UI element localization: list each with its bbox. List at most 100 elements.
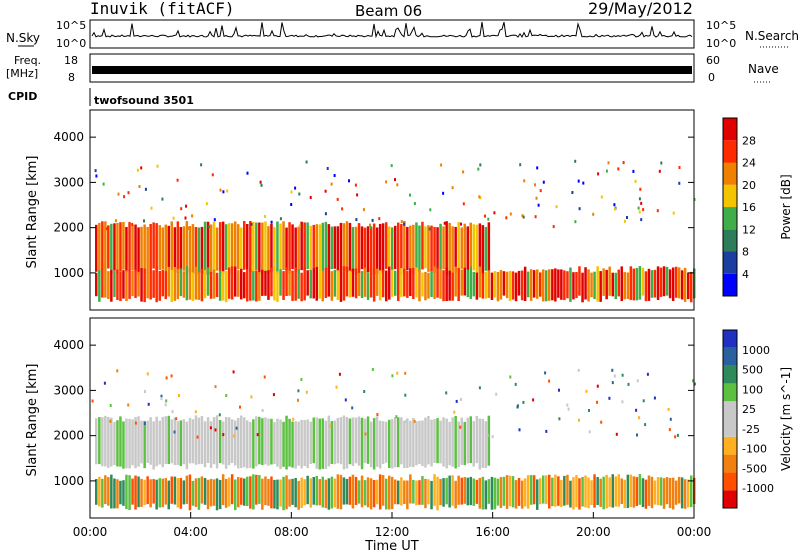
colorbar-swatch	[723, 436, 737, 455]
heatmap-cell	[415, 421, 418, 466]
heatmap-cell	[545, 270, 548, 302]
heatmap-cell	[137, 227, 140, 275]
heatmap-cell	[396, 371, 399, 375]
heatmap-cell	[378, 217, 381, 221]
time-x-axis: 00:00 04:00 08:00 12:00 16:00 20:00 00:00	[73, 512, 711, 539]
heatmap-cell	[140, 420, 143, 464]
heatmap-cell	[413, 419, 416, 423]
heatmap-cell	[246, 171, 249, 175]
heatmap-cell	[406, 226, 409, 271]
heatmap-cell	[478, 223, 482, 274]
heatmap-cell	[637, 206, 640, 210]
freq-unit-label: [MHz]	[6, 67, 38, 80]
heatmap-cell	[381, 223, 385, 272]
heatmap-cell	[640, 218, 643, 222]
heatmap-cell	[491, 435, 494, 439]
heatmap-cell	[290, 190, 293, 194]
beam-label: Beam 06	[355, 2, 422, 20]
x-tick-label: 12:00	[375, 525, 410, 539]
heatmap-cell	[125, 474, 128, 510]
heatmap-cell	[676, 433, 679, 437]
heatmap-cell	[611, 272, 614, 297]
heatmap-cell	[264, 270, 267, 296]
heatmap-cell	[270, 267, 273, 297]
heatmap-cell	[454, 480, 457, 509]
power-colorbar-frame	[722, 117, 738, 297]
heatmap-cell	[170, 419, 173, 464]
heatmap-cell	[656, 477, 660, 506]
heatmap-cell	[149, 479, 152, 508]
heatmap-cell	[647, 268, 651, 301]
colorbar-tick-label: -25	[742, 423, 760, 436]
x-tick-label: 16:00	[475, 525, 510, 539]
heatmap-cell	[632, 476, 636, 508]
heatmap-cell	[113, 223, 116, 271]
heatmap-cell	[640, 201, 643, 205]
heatmap-cell	[215, 415, 219, 469]
heatmap-cell	[677, 476, 681, 504]
heatmap-cell	[324, 221, 328, 270]
heatmap-cell	[454, 266, 457, 297]
heatmap-cell	[521, 214, 524, 218]
heatmap-cell	[261, 409, 264, 412]
heatmap-cell	[170, 476, 173, 504]
heatmap-cell	[146, 272, 149, 299]
heatmap-cell	[536, 479, 539, 510]
heatmap-cell	[590, 480, 593, 505]
heatmap-cell	[596, 384, 599, 388]
heatmap-cell	[106, 227, 109, 231]
heatmap-cell	[330, 271, 334, 301]
heatmap-cell	[98, 476, 101, 507]
heatmap-cell	[110, 270, 113, 302]
heatmap-cell	[646, 372, 649, 376]
heatmap-cell	[191, 272, 195, 301]
heatmap-cell	[511, 476, 515, 508]
heatmap-cell	[369, 421, 373, 468]
heatmap-cell	[667, 407, 670, 411]
heatmap-cell	[526, 475, 530, 509]
nave-tick-high: 60	[706, 54, 720, 67]
heatmap-cell	[542, 269, 545, 302]
heatmap-cell	[336, 417, 340, 464]
heatmap-cell	[397, 222, 400, 273]
heatmap-cell	[366, 226, 370, 273]
heatmap-cell	[209, 421, 213, 468]
heatmap-cell	[140, 166, 143, 170]
heatmap-cell	[297, 398, 299, 402]
heatmap-cell	[196, 435, 199, 439]
heatmap-cell	[270, 220, 273, 224]
heatmap-cell	[493, 271, 497, 298]
heatmap-cell	[137, 476, 140, 508]
velocity-ylabel: Slant Range [km]	[25, 364, 40, 477]
heatmap-cell	[520, 480, 524, 509]
heatmap-cell	[222, 190, 225, 194]
heatmap-cell	[344, 398, 347, 402]
heatmap-cell	[164, 478, 167, 505]
heatmap-cell	[327, 266, 331, 297]
heatmap-cell	[615, 432, 618, 436]
heatmap-cell	[369, 226, 372, 229]
heatmap-cell	[577, 368, 580, 372]
heatmap-cell	[270, 476, 273, 509]
heatmap-cell	[222, 433, 225, 437]
heatmap-cell	[173, 430, 176, 434]
heatmap-cell	[103, 381, 106, 385]
heatmap-cell	[496, 272, 500, 302]
heatmap-cell	[140, 268, 143, 302]
heatmap-cell	[200, 163, 203, 167]
heatmap-cell	[690, 475, 693, 508]
heatmap-cell	[131, 478, 134, 505]
freq-strip-frame	[89, 53, 695, 83]
heatmap-cell	[397, 417, 400, 468]
heatmap-cell	[415, 222, 418, 271]
heatmap-cell	[457, 267, 460, 301]
heatmap-cell	[285, 415, 288, 470]
heatmap-cell	[478, 266, 482, 298]
heatmap-cell	[348, 418, 352, 465]
heatmap-cell	[298, 192, 301, 196]
colorbar-tick-label: 100	[742, 383, 763, 396]
heatmap-cell	[687, 479, 690, 508]
heatmap-cell	[578, 266, 581, 296]
heatmap-cell	[375, 479, 379, 505]
